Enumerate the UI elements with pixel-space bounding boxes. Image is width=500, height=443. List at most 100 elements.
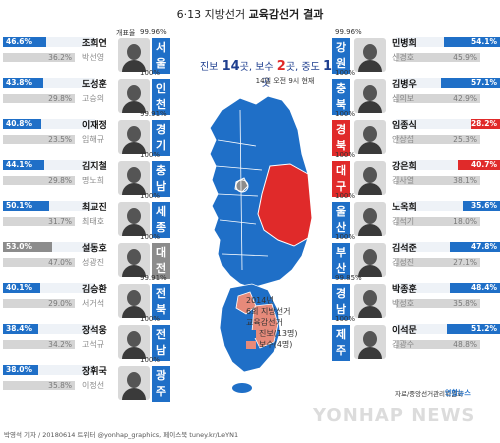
winner-name: 노옥희 [392, 203, 417, 213]
photo-body [358, 142, 382, 154]
winner-name: 민병희 [392, 39, 417, 49]
candidate-photo [118, 325, 150, 359]
korea-map [209, 95, 313, 393]
runner-bar: 25.3% [396, 135, 480, 144]
winner-bar-fill [463, 201, 500, 211]
candidate-photo [354, 161, 386, 195]
photo-head [127, 249, 141, 265]
photo-body [358, 224, 382, 236]
map-gyeongbuk-daegu [257, 163, 313, 247]
count-rate: 100% [140, 192, 161, 200]
winner-bar: 51.2% [396, 324, 500, 334]
winner-name: 최교진 [82, 203, 107, 213]
runner-bar: 31.7% [3, 217, 75, 226]
photo-head [363, 85, 377, 101]
photo-body [358, 347, 382, 359]
runner-name: 김성진 [392, 258, 415, 267]
photo-head [127, 372, 141, 388]
candidate-photo [354, 284, 386, 318]
winner-name: 장휘국 [82, 367, 107, 377]
runner-pct: 45.9% [453, 53, 477, 62]
runner-pct: 29.0% [48, 299, 72, 308]
runner-pct: 42.9% [453, 94, 477, 103]
count-rate: 99.91% [140, 274, 167, 282]
region-label: 대구 [332, 161, 350, 197]
photo-head [363, 167, 377, 183]
runner-pct: 25.3% [453, 135, 477, 144]
winner-bar: 46.6% [3, 37, 95, 47]
credit-line: 박영석 기자 / 20180614 트위터 @yonhap_graphics, … [4, 431, 239, 439]
runner-pct: 34.2% [48, 340, 72, 349]
winner-bar-fill [3, 160, 44, 170]
photo-body [122, 224, 146, 236]
photo-head [127, 331, 141, 347]
winner-pct: 28.2% [470, 119, 497, 128]
region-label: 충북 [332, 79, 350, 115]
winner-bar: 54.1% [396, 37, 500, 47]
count-rate: 100% [335, 233, 356, 241]
winner-pct: 38.0% [6, 365, 33, 374]
photo-body [358, 183, 382, 195]
winner-pct: 50.1% [6, 201, 33, 210]
region-label: 강원 [332, 38, 350, 74]
runner-pct: 18.0% [453, 217, 477, 226]
count-rate: 99.96% [140, 28, 167, 36]
candidate-photo [118, 366, 150, 400]
runner-bar: 47.0% [3, 258, 75, 267]
winner-bar: 44.1% [3, 160, 95, 170]
daejeon-marker [235, 179, 249, 193]
winner-bar: 48.4% [396, 283, 500, 293]
photo-body [122, 60, 146, 72]
count-rate: 100% [335, 151, 356, 159]
runner-name: 심의보 [392, 94, 415, 103]
winner-bar-fill [450, 283, 500, 293]
main-map [209, 95, 313, 289]
data-source: 자료/중앙선거관리위원회 [395, 390, 463, 398]
runner-bar: 29.0% [3, 299, 75, 308]
count-rate: 100% [335, 315, 356, 323]
runner-pct: 29.8% [48, 94, 72, 103]
count-rate: 99.96% [335, 28, 362, 36]
region-label: 전남 [152, 325, 170, 361]
winner-name: 김석준 [392, 244, 417, 254]
runner-bar: 18.0% [396, 217, 480, 226]
photo-head [363, 331, 377, 347]
photo-head [127, 85, 141, 101]
region-label: 제주 [332, 325, 350, 361]
winner-pct: 48.4% [470, 283, 497, 292]
region-label: 경북 [332, 120, 350, 156]
winner-bar: 40.7% [396, 160, 500, 170]
photo-head [363, 44, 377, 60]
winner-bar: 28.2% [396, 119, 500, 129]
winner-pct: 38.4% [6, 324, 33, 333]
photo-body [358, 101, 382, 113]
winner-bar: 43.8% [3, 78, 95, 88]
candidate-photo [354, 325, 386, 359]
winner-bar-fill [471, 119, 500, 129]
photo-body [122, 265, 146, 277]
runner-name: 안상섭 [392, 135, 415, 144]
candidate-photo [118, 79, 150, 113]
count-rate: 100% [140, 151, 161, 159]
legend-year: 2014년 [246, 296, 274, 305]
runner-bar: 23.5% [3, 135, 75, 144]
winner-pct: 51.2% [470, 324, 497, 333]
legend-conservative: 보수(4명) [259, 340, 293, 349]
region-label: 전북 [152, 284, 170, 320]
winner-bar: 35.6% [396, 201, 500, 211]
winner-name: 임종식 [392, 121, 417, 131]
photo-head [363, 126, 377, 142]
candidate-photo [118, 38, 150, 72]
legend-type: 교육감선거 [246, 318, 283, 327]
photo-body [358, 265, 382, 277]
winner-bar-fill [450, 242, 500, 252]
winner-bar-fill [3, 324, 38, 334]
winner-bar: 50.1% [3, 201, 95, 211]
runner-name: 명노희 [82, 176, 105, 185]
candidate-photo [354, 120, 386, 154]
photo-head [127, 290, 141, 306]
region-label: 세종 [152, 202, 170, 238]
region-label: 인천 [152, 79, 170, 115]
winner-name: 김병우 [392, 80, 417, 90]
runner-bar: 29.8% [3, 176, 75, 185]
